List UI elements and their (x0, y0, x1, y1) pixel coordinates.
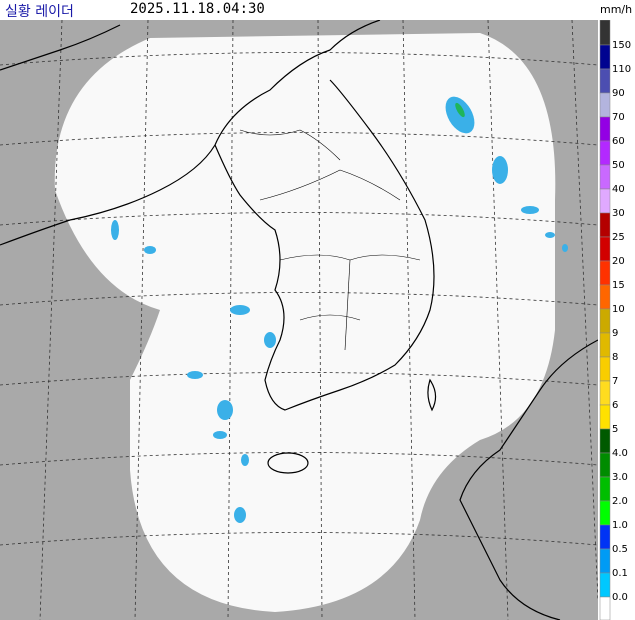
legend-label: 40 (612, 184, 625, 195)
legend-label: 90 (612, 88, 625, 99)
legend-swatch (599, 308, 611, 334)
legend-swatch (599, 596, 611, 620)
legend-swatch (599, 452, 611, 478)
legend-swatch (599, 68, 611, 94)
legend-label: 60 (612, 136, 625, 147)
legend-swatch (599, 500, 611, 526)
legend-swatch (599, 284, 611, 310)
legend-label: 15 (612, 280, 625, 291)
legend-label: 150 (612, 40, 631, 51)
legend-label: 3.0 (612, 472, 628, 483)
legend-swatch (599, 116, 611, 142)
legend-swatch (599, 164, 611, 190)
legend-swatch (599, 380, 611, 406)
legend-label: 0.5 (612, 544, 628, 555)
legend-swatch (599, 44, 611, 70)
legend-swatch (599, 92, 611, 118)
title: 실황 레이더 (5, 4, 74, 20)
legend-swatch (599, 572, 611, 598)
legend-swatch (599, 524, 611, 550)
coastline (0, 20, 598, 620)
timestamp: 2025.11.18.04:30 (130, 1, 265, 17)
legend-swatch (599, 188, 611, 214)
legend-swatch (599, 260, 611, 286)
legend-label: 4.0 (612, 448, 628, 459)
legend-label: 5 (612, 424, 618, 435)
legend: 150 110 90 70 60 50 40 30 25 20 15 10 9 8 7 6 5 4.0 3.0 2.0… (599, 20, 631, 620)
province-borders (239, 129, 421, 351)
legend-swatch (599, 428, 611, 454)
legend-label: 25 (612, 232, 625, 243)
legend-label: 30 (612, 208, 625, 219)
legend-swatch (599, 20, 611, 46)
legend-label: 110 (612, 64, 631, 75)
legend-swatch (599, 356, 611, 382)
legend-label: 6 (612, 400, 618, 411)
legend-label: 0.0 (612, 592, 628, 603)
radar-map (0, 20, 598, 620)
precipitation-core (455, 102, 465, 118)
legend-swatch (599, 236, 611, 262)
legend-swatch (599, 140, 611, 166)
legend-swatch (599, 548, 611, 574)
legend-swatch (599, 476, 611, 502)
legend-label: 2.0 (612, 496, 628, 507)
graticule (0, 20, 598, 620)
legend-label: 0.1 (612, 568, 628, 579)
radar-coverage (54, 33, 556, 612)
legend-swatch (599, 212, 611, 238)
legend-label: 8 (612, 352, 618, 363)
legend-label: 9 (612, 328, 618, 339)
legend-label: 50 (612, 160, 625, 171)
legend-label: 1.0 (612, 520, 628, 531)
legend-label: 20 (612, 256, 625, 267)
legend-label: 10 (612, 304, 625, 315)
unit-label: mm/h (600, 3, 633, 16)
legend-label: 7 (612, 376, 618, 387)
legend-swatch (599, 404, 611, 430)
legend-label: 70 (612, 112, 625, 123)
legend-swatch (599, 332, 611, 358)
